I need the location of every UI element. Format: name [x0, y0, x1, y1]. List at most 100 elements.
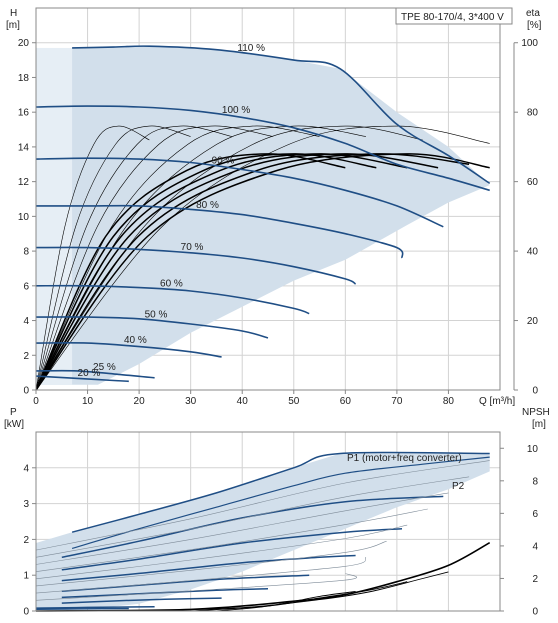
head-curve-label: 100 %: [222, 105, 250, 116]
lower-left-axis-label: P: [10, 407, 17, 418]
lower-right-tick-label: 0: [532, 607, 538, 618]
head-curve-label: 40 %: [124, 335, 147, 346]
efficiency-curve-thin: [35, 125, 232, 391]
upper-right-tick-label: 80: [527, 108, 539, 119]
head-curve: [35, 284, 310, 315]
power-curve-thin: [35, 573, 357, 601]
upper-left-tick-label: 14: [18, 142, 30, 153]
head-curve-label: 20 %: [78, 368, 101, 379]
lower-right-tick-label: 6: [532, 509, 538, 520]
power-curve: [61, 597, 222, 604]
lower-left-tick-label: 4: [23, 463, 29, 474]
efficiency-curve-thin: [35, 125, 367, 391]
upper-left-tick-label: 6: [23, 281, 29, 292]
lower-right-tick-label: 4: [532, 541, 538, 552]
power-curve: [35, 607, 129, 610]
upper-left-tick-label: 18: [18, 73, 30, 84]
upper-left-tick-label: 8: [23, 247, 29, 258]
x-tick-label: 30: [185, 396, 197, 407]
efficiency-curve-bold: [35, 153, 408, 391]
upper-left-tick-label: 20: [18, 38, 30, 49]
upper-right-tick-label: 0: [532, 386, 538, 397]
upper-left-axis-unit: [m]: [6, 20, 20, 31]
p2-label: P2: [452, 481, 465, 492]
head-curve: [72, 45, 491, 185]
head-curve: [35, 204, 404, 259]
head-curve: [35, 369, 155, 379]
upper-right-axis-unit: [%]: [527, 20, 542, 31]
lower-left-tick-label: 1: [23, 571, 29, 582]
lower-chart: P [kW] NPSH [m] 0 1 2 3 4 0 2 4 6 8 10 P1 (motor+f…: [4, 407, 550, 618]
head-curve-label: 90 %: [212, 156, 235, 167]
lower-left-axis-unit: [kW]: [4, 419, 24, 430]
x-tick-label: 10: [82, 396, 94, 407]
lower-right-axis-label: NPSH: [522, 407, 550, 418]
upper-left-tick-label: 16: [18, 108, 30, 119]
lower-left-tick-label: 3: [23, 499, 29, 510]
lower-plot-area: 0 1 2 3 4 0 2 4 6 8 10: [23, 431, 539, 618]
x-tick-label: 80: [443, 396, 455, 407]
upper-plot-area: 110 %100 %90 %80 %70 %60 %50 %40 %25 %20…: [18, 7, 539, 407]
npsh-curve: [216, 591, 356, 612]
x-tick-label: 20: [134, 396, 146, 407]
power-curve: [35, 605, 155, 609]
head-curve: [35, 342, 222, 358]
power-curve-thin: [35, 508, 428, 572]
x-tick-label: 70: [391, 396, 403, 407]
head-curve: [35, 105, 490, 192]
upper-right-axis-label: eta: [526, 8, 540, 19]
upper-left-tick-label: 10: [18, 212, 30, 223]
power-curve: [61, 554, 356, 582]
efficiency-curve-thin: [35, 125, 320, 391]
head-curve-label: 60 %: [160, 279, 183, 290]
lower-right-tick-label: 10: [527, 444, 539, 455]
lower-right-tick-label: 8: [532, 476, 538, 487]
x-tick-label: 50: [288, 396, 300, 407]
power-curve-thin: [35, 557, 367, 594]
x-tick-label: 60: [340, 396, 352, 407]
efficiency-curve-bold: [35, 153, 490, 391]
upper-left-tick-label: 0: [23, 386, 29, 397]
power-curve-thin: [35, 524, 408, 580]
upper-right-tick-label: 40: [527, 247, 539, 258]
chart-title-box: [395, 7, 513, 25]
power-envelope: [36, 453, 490, 610]
chart-title: TPE 80-170/4, 3*400 V: [401, 12, 504, 23]
npsh-curve: [190, 581, 408, 612]
head-curve-label: 50 %: [145, 309, 168, 320]
power-curve-thin: [35, 476, 470, 558]
head-curve-label: 70 %: [181, 242, 204, 253]
upper-right-tick-label: 20: [527, 316, 539, 327]
lower-left-tick-label: 0: [23, 607, 29, 618]
upper-plot-frame: [35, 7, 501, 391]
head-curve-label: 110 %: [237, 43, 265, 54]
upper-left-tick-label: 12: [18, 177, 30, 188]
power-curve-thin: [35, 492, 449, 565]
head-curve: [35, 316, 269, 339]
head-curve: [35, 246, 357, 285]
x-axis-label: Q [m³/h]: [479, 396, 515, 407]
head-curve-label: 80 %: [196, 200, 219, 211]
power-curve: [71, 451, 490, 533]
upper-right-tick-label: 100: [521, 38, 538, 49]
power-curve: [61, 527, 403, 571]
npsh-curve: [139, 571, 449, 612]
power-curve-thin: [35, 540, 387, 587]
head-curve: [35, 375, 129, 383]
p1-label: P1 (motor+freq converter): [347, 453, 462, 464]
power-curve: [61, 495, 444, 559]
head-curve: [35, 157, 444, 228]
lower-plot-frame: [35, 431, 501, 612]
upper-left-tick-label: 4: [23, 316, 29, 327]
power-curve-thin: [35, 460, 490, 551]
head-curve-label: 25 %: [93, 362, 116, 373]
efficiency-curve-thin: [35, 125, 423, 391]
upper-right-tick-label: 60: [527, 177, 539, 188]
lower-right-tick-label: 2: [532, 574, 538, 585]
upper-chart: H [m] eta [%] 110 % 100 % 90 % 80 % 70 % 60 %…: [6, 7, 542, 407]
operating-envelope: [36, 46, 490, 385]
upper-left-tick-label: 2: [23, 351, 29, 362]
x-tick-label: 0: [33, 396, 39, 407]
lower-right-axis-unit: [m]: [532, 419, 546, 430]
